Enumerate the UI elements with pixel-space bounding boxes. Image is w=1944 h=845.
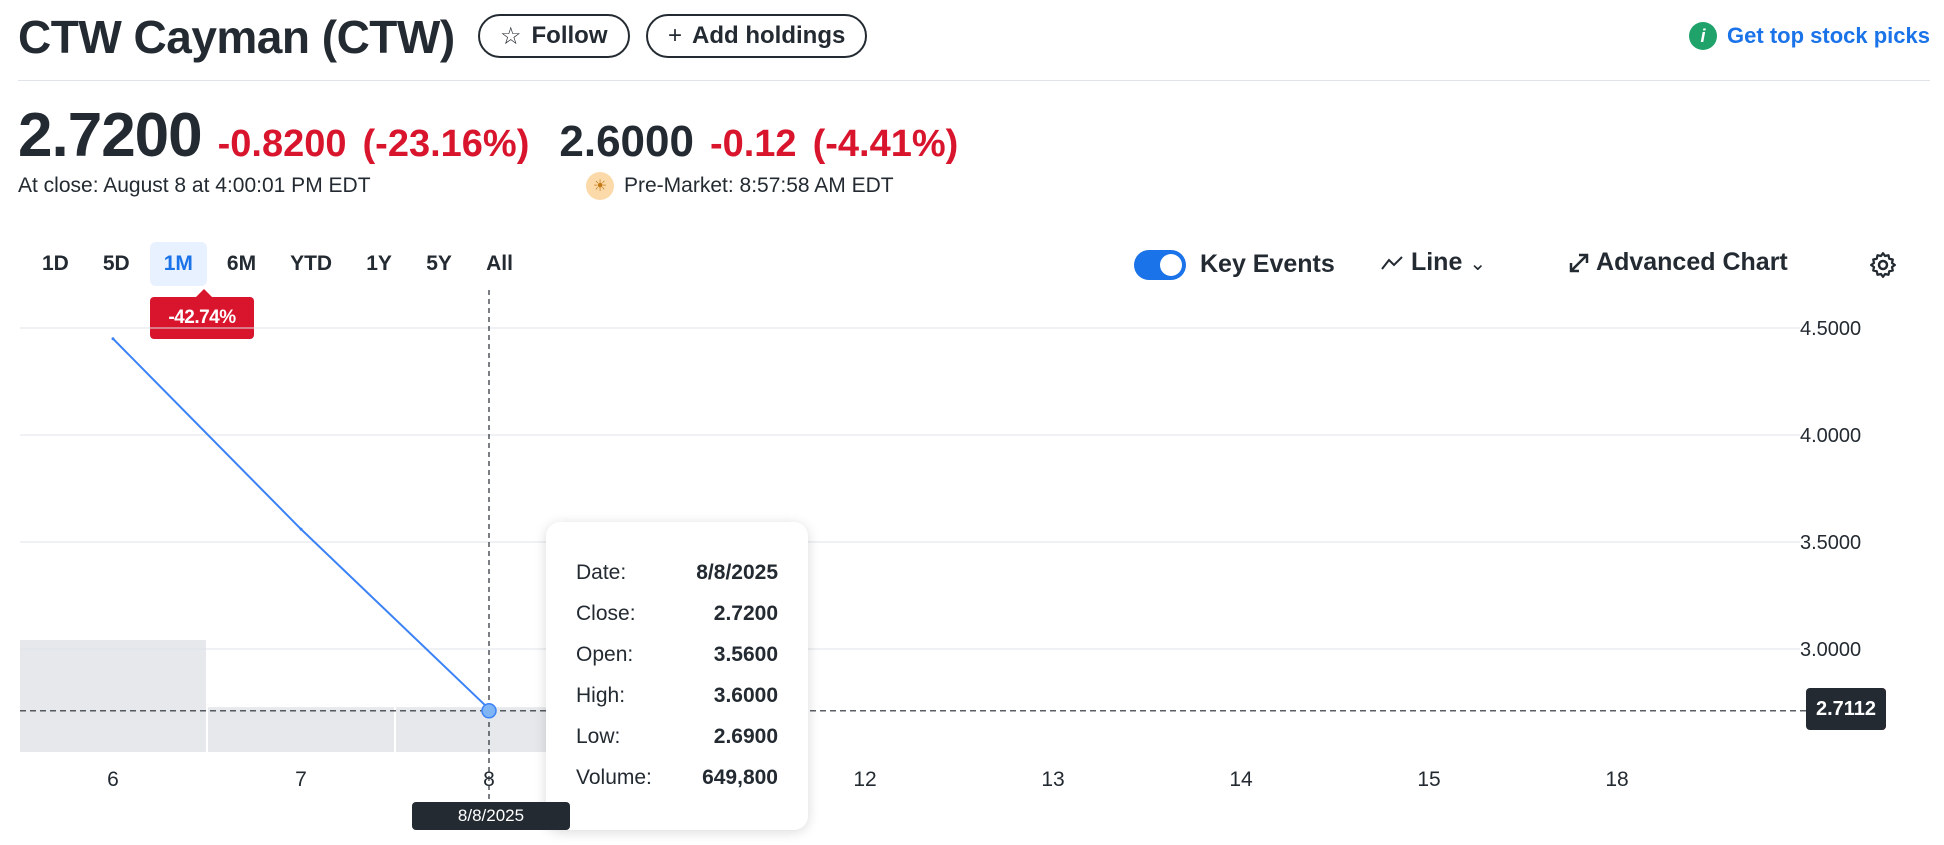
volume-bar: [208, 707, 394, 752]
toggle-knob: [1160, 254, 1182, 276]
premarket-change-pct: (-4.41%): [812, 123, 959, 165]
tooltip-key: Date:: [576, 560, 627, 584]
advanced-chart-button[interactable]: Advanced Chart: [1568, 248, 1788, 277]
tooltip-value: 3.6000: [713, 683, 778, 707]
premarket-timestamp: Pre-Market: 8:57:58 AM EDT: [624, 174, 894, 197]
tooltip-row: High: 3.6000: [576, 675, 778, 716]
premarket-change: -0.12: [709, 123, 797, 165]
tooltip-value: 649,800: [702, 765, 778, 789]
tooltip-key: Volume:: [576, 765, 652, 789]
follow-button[interactable]: ☆ Follow: [478, 14, 630, 58]
x-tick-label: 14: [1229, 768, 1253, 791]
price-change-pct: (-23.16%): [362, 123, 530, 165]
tooltip-value: 8/8/2025: [696, 560, 778, 584]
tooltip-key: Close:: [576, 601, 636, 625]
x-tick-label: 15: [1417, 768, 1440, 791]
info-badge-icon: i: [1689, 22, 1718, 50]
line-chart-icon: [1381, 256, 1403, 271]
range-tab-ytd[interactable]: YTD: [290, 252, 333, 275]
chevron-down-icon: ⌄: [1469, 253, 1487, 275]
last-price-marker: 2.7112: [1806, 688, 1886, 730]
hover-point: [481, 703, 497, 719]
premarket-price: 2.6000: [559, 117, 694, 166]
quote-row: 2.7200 -0.8200 (-23.16%) 2.6000 -0.12 (-…: [18, 100, 958, 171]
last-price: 2.7200: [18, 101, 203, 170]
add-holdings-button[interactable]: + Add holdings: [646, 14, 868, 58]
tooltip-row: Open: 3.5600: [576, 634, 778, 675]
follow-label: Follow: [531, 22, 608, 49]
crosshair-date-label: 8/8/2025: [412, 802, 570, 830]
range-tab-1d[interactable]: 1D: [42, 252, 69, 275]
top-stock-picks-link[interactable]: i Get top stock picks: [1689, 22, 1930, 50]
add-holdings-label: Add holdings: [692, 22, 846, 49]
x-tick-label: 6: [107, 768, 119, 791]
tooltip-value: 2.6900: [713, 724, 778, 748]
range-tab-5y[interactable]: 5Y: [426, 252, 452, 275]
tooltip-key: Open:: [576, 642, 634, 666]
tooltip-row: Low: 2.6900: [576, 716, 778, 757]
tooltip-row: Volume: 649,800: [576, 757, 778, 798]
x-tick-label: 18: [1605, 768, 1628, 791]
x-tick-label: 12: [853, 768, 876, 791]
tooltip-key: High:: [576, 683, 626, 707]
sunrise-icon: ☀: [586, 172, 614, 200]
expand-icon: [1569, 254, 1589, 273]
price-point: [111, 337, 115, 341]
tooltip-row: Date: 8/8/2025: [576, 552, 778, 593]
price-change: -0.8200: [217, 123, 347, 165]
chart-type-dropdown[interactable]: Line ⌄: [1380, 248, 1486, 277]
tooltip-key: Low:: [576, 724, 621, 748]
volume-bar: [20, 640, 206, 752]
header-divider: [18, 80, 1930, 81]
gear-icon[interactable]: [1868, 250, 1898, 280]
y-tick-label: 4.0000: [1800, 425, 1861, 447]
key-events-label: Key Events: [1200, 250, 1335, 278]
plus-icon: +: [668, 22, 683, 49]
range-tabs: 1D 5D 1M 6M YTD 1Y 5Y All: [28, 242, 527, 286]
tooltip-value: 3.5600: [713, 642, 778, 666]
performance-badge: -42.74%: [150, 289, 254, 339]
data-tooltip: Date: 8/8/2025 Close: 2.7200 Open: 3.5600 High…: [546, 522, 808, 830]
close-timestamp: At close: August 8 at 4:00:01 PM EDT: [18, 174, 371, 197]
key-events-toggle[interactable]: [1134, 250, 1186, 280]
top-stock-picks-label: Get top stock picks: [1727, 23, 1930, 48]
price-point: [299, 527, 303, 531]
y-tick-label: 3.5000: [1800, 532, 1861, 554]
page-title: CTW Cayman (CTW): [18, 11, 455, 63]
range-tab-1y[interactable]: 1Y: [366, 252, 392, 275]
x-tick-label: 8: [483, 768, 495, 791]
range-tab-1m[interactable]: 1M: [149, 242, 207, 286]
x-tick-label: 13: [1041, 768, 1064, 791]
range-tab-6m[interactable]: 6M: [226, 252, 257, 275]
star-icon: ☆: [500, 22, 522, 50]
tooltip-value: 2.7200: [713, 601, 778, 625]
y-tick-label: 4.5000: [1800, 318, 1861, 340]
y-tick-label: 3.0000: [1800, 639, 1861, 661]
range-tab-5d[interactable]: 5D: [102, 252, 130, 275]
chart-type-label: Line: [1410, 248, 1463, 276]
tooltip-row: Close: 2.7200: [576, 593, 778, 634]
x-tick-label: 7: [295, 768, 307, 791]
advanced-chart-label: Advanced Chart: [1596, 248, 1788, 276]
range-tab-all[interactable]: All: [486, 252, 513, 275]
